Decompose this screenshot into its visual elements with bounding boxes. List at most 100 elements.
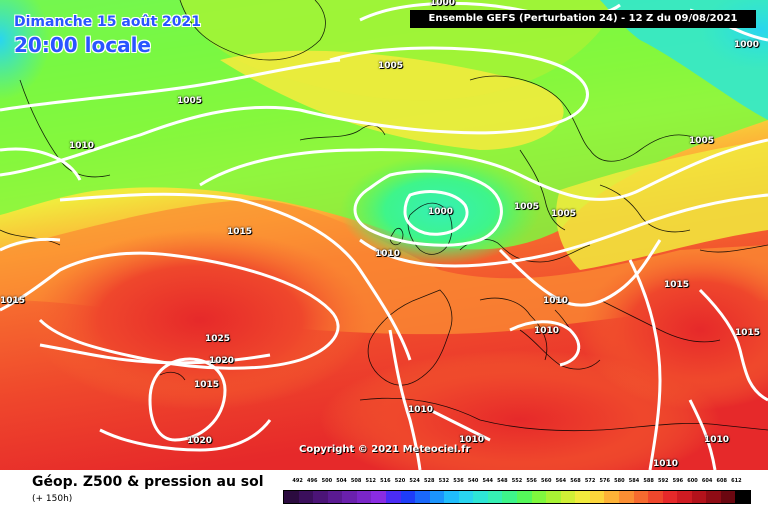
color-scale-swatch — [589, 491, 605, 503]
isobar-label: 1015 — [194, 380, 220, 390]
color-scale-swatch — [560, 491, 576, 503]
color-scale-label: 540 — [467, 478, 479, 484]
isobar-label: 1020 — [187, 436, 213, 446]
color-scale-label: 608 — [716, 478, 727, 484]
coastlines — [0, 0, 768, 432]
isobar-label: 1005 — [689, 136, 715, 146]
color-scale-label: 552 — [511, 478, 523, 484]
isobar-label: 1015 — [664, 280, 690, 290]
color-scale-swatch — [429, 491, 445, 503]
isobar-label: 1000 — [428, 207, 454, 217]
isobar-label: 1010 — [543, 296, 569, 306]
color-scale-label: 580 — [614, 478, 625, 484]
color-scale-swatch — [706, 491, 721, 503]
color-scale-label: 560 — [541, 478, 552, 484]
isobar-label: 1005 — [378, 61, 404, 71]
color-scale-swatch — [385, 491, 401, 503]
color-scale-label: 604 — [701, 478, 713, 484]
isobar-label: 1005 — [177, 96, 203, 106]
color-scale-swatch — [342, 491, 357, 503]
color-scale-label: 596 — [672, 478, 684, 484]
isobar-label: 1010 — [69, 141, 95, 151]
valid-time: 20:00 locale — [14, 33, 151, 57]
color-scale-label: 512 — [365, 478, 376, 484]
color-scale-swatch — [546, 491, 561, 503]
isobar-label: 1010 — [408, 405, 434, 415]
field-band-yellow-ridge — [220, 50, 564, 150]
color-scale-swatch — [371, 491, 386, 503]
color-scale-swatch — [487, 491, 503, 503]
isobar-label: 1000 — [430, 0, 456, 8]
color-scale-label: 500 — [321, 478, 333, 484]
color-scale-label: 524 — [409, 478, 420, 484]
color-scale-swatch — [284, 491, 299, 503]
color-scale-swatch — [298, 491, 314, 503]
isobar-label: 1000 — [734, 40, 760, 50]
color-scale-swatch — [473, 491, 488, 503]
color-scale-label: 576 — [599, 478, 610, 484]
color-scale-label: 592 — [658, 478, 669, 484]
color-scale-label: 584 — [628, 478, 640, 484]
isobar-label: 1015 — [227, 227, 253, 237]
color-scale-label: 516 — [380, 478, 391, 484]
color-scale-swatch — [327, 491, 343, 503]
color-scale-swatch — [633, 491, 649, 503]
isobar-label: 1025 — [205, 334, 231, 344]
lead-time: (+ 150h) — [32, 494, 73, 504]
color-scale-swatch — [648, 491, 663, 503]
color-scale-swatch — [313, 491, 328, 503]
color-scale-label: 536 — [453, 478, 464, 484]
color-scale-swatch — [444, 491, 459, 503]
color-scale-label: 548 — [497, 478, 508, 484]
color-scale-label: 492 — [292, 478, 303, 484]
copyright-notice: Copyright © 2021 Meteociel.fr — [299, 444, 471, 455]
color-scale-swatch — [502, 491, 517, 503]
color-scale-label: 528 — [424, 478, 435, 484]
isobar-label: 1005 — [514, 202, 540, 212]
color-scale-label: 600 — [687, 478, 698, 484]
isobar-label: 1010 — [375, 249, 401, 259]
color-scale-swatch — [618, 491, 634, 503]
isobar-label: 1010 — [459, 435, 485, 445]
color-scale-label: 504 — [336, 478, 347, 484]
color-scale-label: 572 — [584, 478, 596, 484]
color-scale-label: 612 — [731, 478, 742, 484]
color-scale-swatch — [720, 491, 736, 503]
color-scale-swatch — [458, 491, 474, 503]
color-scale-swatch — [415, 491, 430, 503]
color-scale-label: 568 — [570, 478, 581, 484]
isobar-label: 1015 — [0, 296, 26, 306]
color-scale-label: 496 — [307, 478, 318, 484]
color-scale-label: 508 — [350, 478, 362, 484]
color-scale-swatch — [575, 491, 590, 503]
isobar-label: 1005 — [551, 209, 577, 219]
color-scale-labels: 492 496 500 504 508 512 516 520 524 528 532 536 540 5… — [283, 478, 751, 488]
color-scale-swatch — [517, 491, 532, 503]
isobar-label: 1020 — [209, 356, 235, 366]
color-scale-label: 520 — [394, 478, 406, 484]
color-scale-label: 544 — [482, 478, 493, 484]
color-scale-swatch — [356, 491, 372, 503]
model-run-info: Ensemble GEFS (Perturbation 24) - 12 Z d… — [410, 10, 756, 28]
color-scale-swatch — [662, 491, 678, 503]
field-east-high — [580, 250, 768, 410]
isobar-label: 1010 — [704, 435, 730, 445]
color-scale-swatch — [400, 491, 416, 503]
color-scale-label: 532 — [438, 478, 450, 484]
isobar-label: 1015 — [735, 328, 761, 338]
color-scale-label: 588 — [643, 478, 654, 484]
isobar-label: 1010 — [653, 459, 679, 469]
isobar-label: 1010 — [534, 326, 560, 336]
color-scale-label: 564 — [555, 478, 567, 484]
color-scale-label: 556 — [526, 478, 537, 484]
product-title: Géop. Z500 & pression au sol — [32, 474, 264, 490]
field-nw-blue — [0, 0, 50, 100]
color-scale-swatch — [691, 491, 707, 503]
color-scale-swatch — [735, 491, 750, 503]
color-scale-swatch — [531, 491, 547, 503]
color-scale-bar — [283, 490, 751, 504]
valid-date: Dimanche 15 août 2021 — [14, 14, 201, 30]
color-scale-swatch — [677, 491, 692, 503]
color-scale-swatch — [604, 491, 619, 503]
